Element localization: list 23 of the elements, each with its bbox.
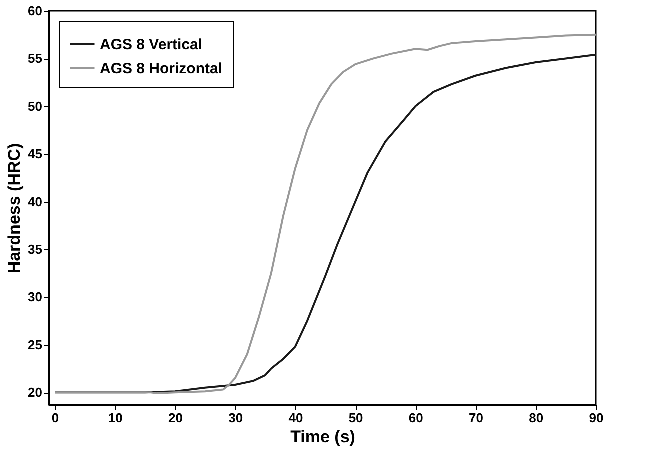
- x-tick-label: 30: [228, 410, 244, 426]
- y-tick-label: 35: [28, 242, 42, 257]
- legend-label: AGS 8 Horizontal: [100, 60, 223, 78]
- y-tick-label: 60: [28, 4, 42, 18]
- y-tick-label: 30: [28, 290, 42, 305]
- legend-label: AGS 8 Vertical: [100, 36, 203, 54]
- y-tick-label: 55: [28, 51, 42, 66]
- x-tick-label: 50: [348, 410, 364, 426]
- y-axis-title: Hardness (HRC): [5, 143, 24, 274]
- y-tick-label: 25: [28, 337, 42, 352]
- x-tick-label: 10: [108, 410, 123, 426]
- x-tick-label: 40: [288, 410, 304, 426]
- y-tick-label: 45: [28, 146, 42, 162]
- y-tick-label: 20: [28, 385, 42, 400]
- x-axis-title: Time (s): [290, 428, 356, 446]
- x-tick-label: 60: [408, 410, 424, 426]
- x-tick-label: 0: [52, 410, 60, 426]
- x-tick-label: 90: [589, 410, 604, 426]
- y-tick-label: 40: [28, 194, 42, 210]
- y-tick-label: 50: [28, 98, 42, 114]
- x-tick-label: 70: [469, 410, 484, 426]
- x-tick-label: 20: [168, 410, 183, 426]
- x-tick-label: 80: [529, 410, 544, 426]
